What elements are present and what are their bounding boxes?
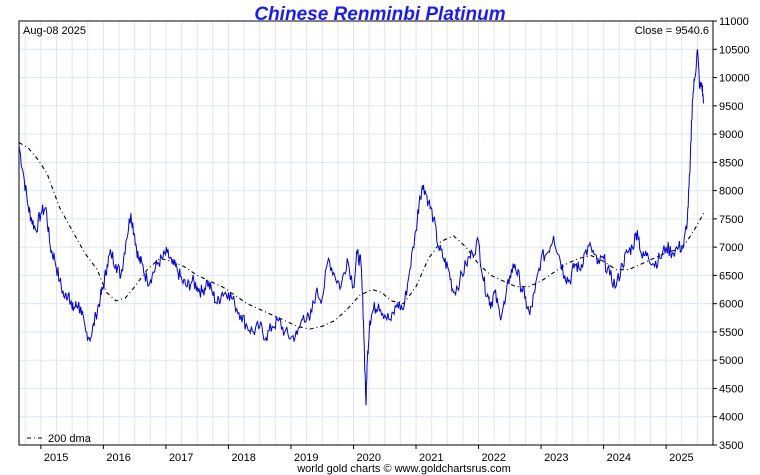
legend-dma-label: 200 dma <box>48 433 92 445</box>
y-tick-label: 4000 <box>719 412 743 424</box>
y-tick-label: 10000 <box>719 73 750 85</box>
y-tick-label: 9500 <box>719 101 743 113</box>
x-tick-label: 2024 <box>607 452 631 464</box>
x-tick-label: 2016 <box>106 452 130 464</box>
x-tick-label: 2017 <box>169 452 193 464</box>
x-tick-label: 2022 <box>482 452 506 464</box>
x-tick-label: 2021 <box>419 452 443 464</box>
y-tick-label: 7500 <box>719 214 743 226</box>
y-tick-label: 4500 <box>719 383 743 395</box>
y-tick-label: 6500 <box>719 270 743 282</box>
x-tick-label: 2015 <box>44 452 68 464</box>
y-tick-label: 11000 <box>719 16 749 28</box>
series-price-line <box>18 49 705 406</box>
y-tick-label: 7000 <box>719 242 743 254</box>
y-tick-label: 3500 <box>719 440 743 452</box>
y-tick-label: 9000 <box>719 129 743 141</box>
y-tick-label: 6000 <box>719 299 743 311</box>
y-axis: 3500 4000 4500 5000 5500 6000 6500 7000 7500 8000… <box>713 16 750 452</box>
plot-frame <box>18 20 714 446</box>
x-tick-label: 2025 <box>669 452 693 464</box>
credit-text: world gold charts © www.goldchartsrus.co… <box>296 463 511 475</box>
x-tick-label: 2020 <box>356 452 380 464</box>
y-tick-label: 8000 <box>719 186 743 198</box>
grid <box>19 20 714 446</box>
y-tick-label: 5500 <box>719 327 743 339</box>
x-axis: 2015 2016 2017 2018 2019 2020 2021 2022 2023 2024… <box>40 445 694 464</box>
legend: 200 dma <box>27 433 92 445</box>
chart-title: Chinese Renminbi Platinum <box>254 4 505 25</box>
series-200dma-line <box>18 142 705 330</box>
y-tick-label: 8500 <box>719 157 743 169</box>
y-tick-label: 5000 <box>719 355 743 367</box>
x-tick-label: 2023 <box>544 452 568 464</box>
x-tick-label: 2018 <box>231 452 255 464</box>
y-tick-label: 10500 <box>719 44 750 56</box>
x-tick-label: 2019 <box>294 452 318 464</box>
close-label: Close = 9540.6 <box>635 25 709 37</box>
date-label: Aug-08 2025 <box>23 25 86 37</box>
